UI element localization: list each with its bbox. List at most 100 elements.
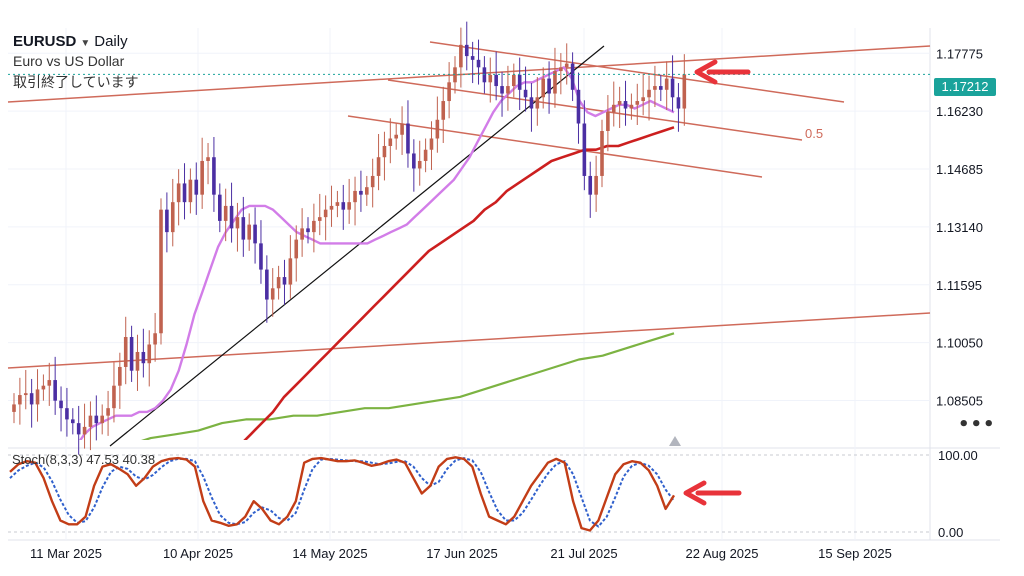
- candle-body: [611, 104, 616, 113]
- candle-body: [200, 160, 204, 195]
- candle-body: [76, 423, 81, 435]
- last-price-badge: 1.17212: [934, 78, 996, 96]
- candle-body: [359, 190, 363, 195]
- time-axis[interactable]: 11 Mar 2025 10 Apr 2025 14 May 2025 17 Jun …: [30, 546, 892, 561]
- candle-body: [417, 160, 422, 169]
- candle-body: [341, 202, 346, 210]
- price-tick-label: 1.16230: [936, 104, 983, 119]
- candle-body: [100, 415, 104, 424]
- ma-mid-line: [243, 126, 675, 440]
- candle-body: [506, 86, 510, 94]
- stoch-d-line: [9, 457, 675, 528]
- candle-body: [635, 101, 640, 105]
- candle-body: [582, 123, 587, 176]
- candle-body: [676, 97, 681, 109]
- stoch-tick-label: 0.00: [938, 525, 963, 540]
- candle-body: [512, 74, 516, 87]
- grid: [8, 28, 930, 540]
- candle-body: [112, 385, 116, 409]
- candle-body: [459, 44, 463, 68]
- candle-body: [270, 288, 275, 300]
- candle-body: [41, 385, 46, 390]
- candle-body: [294, 239, 299, 259]
- candle-body: [664, 78, 669, 90]
- time-tick-label: 17 Jun 2025: [426, 546, 498, 561]
- overlay: [8, 73, 930, 446]
- annotation-arrows: [683, 59, 751, 506]
- arrow-icon-head: [694, 59, 718, 85]
- candle-body: [23, 393, 28, 396]
- candle-body: [376, 157, 381, 176]
- candle-body: [159, 209, 163, 334]
- stochastic-legend[interactable]: Stoch(8,3,3) 47.53 40.38: [12, 452, 156, 467]
- candle-body: [259, 243, 263, 270]
- candle-body: [276, 277, 281, 289]
- symbol-title[interactable]: EURUSD ▼ Daily: [13, 33, 128, 50]
- candle-body: [247, 224, 251, 240]
- candle-body: [406, 123, 410, 154]
- candle-body: [288, 258, 293, 285]
- candle-body: [494, 74, 498, 87]
- candle-body: [188, 179, 193, 203]
- candle-body: [365, 187, 369, 195]
- candle-body: [576, 89, 581, 124]
- candle-body: [423, 149, 428, 161]
- chevron-down-icon[interactable]: ▼: [80, 38, 91, 49]
- fib-level-label: 0.5: [805, 126, 823, 141]
- candle-body: [53, 380, 57, 401]
- channel-line: [7, 312, 931, 369]
- candle-body: [194, 179, 199, 195]
- candle-body: [476, 59, 481, 68]
- price-axis[interactable]: 1.17775 1.16230 1.14685 1.13140 1.11595 1.100…: [936, 46, 983, 408]
- candle-body: [35, 389, 40, 405]
- symbol-label[interactable]: EURUSD: [13, 33, 77, 50]
- ma-slow-line: [141, 332, 675, 440]
- candle-body: [218, 194, 222, 221]
- price-tick-label: 1.13140: [936, 220, 983, 235]
- candle-body: [65, 408, 69, 420]
- time-tick-label: 14 May 2025: [292, 546, 367, 561]
- candle-body: [412, 153, 416, 169]
- candle-body: [223, 205, 228, 221]
- candle-body: [141, 351, 146, 364]
- event-marker-icon: [669, 436, 681, 446]
- candle-body: [500, 86, 504, 94]
- candle-body: [570, 63, 575, 90]
- candle-body: [347, 202, 351, 210]
- candle-body: [547, 78, 551, 94]
- price-tick-label: 1.08505: [936, 393, 983, 408]
- candle-body: [47, 380, 52, 386]
- candle-body: [647, 89, 651, 98]
- candle-body: [388, 138, 393, 146]
- channel-line: [347, 115, 763, 178]
- symbol-description: Euro vs US Dollar: [13, 53, 125, 69]
- candle-body: [235, 217, 240, 229]
- candle-body: [653, 86, 657, 90]
- candle-body: [447, 82, 451, 102]
- candle-body: [441, 101, 446, 120]
- time-tick-label: 15 Sep 2025: [818, 546, 892, 561]
- more-options-icon[interactable]: •••: [958, 414, 996, 435]
- candle-body: [147, 344, 152, 364]
- candle-body: [135, 351, 140, 371]
- candle-body: [464, 44, 469, 57]
- candle-body: [600, 131, 604, 176]
- channel-line: [387, 79, 803, 141]
- candle-body: [153, 333, 157, 345]
- candle-body: [641, 97, 645, 102]
- candle-body: [253, 224, 257, 244]
- candle-body: [123, 337, 128, 367]
- price-tick-label: 1.14685: [936, 162, 983, 177]
- candle-body: [523, 89, 528, 98]
- candle-body: [82, 426, 87, 435]
- candle-body: [106, 408, 110, 416]
- candle-body: [182, 183, 187, 203]
- interval-label[interactable]: Daily: [94, 33, 128, 50]
- candle-body: [353, 190, 357, 203]
- candle-body: [535, 97, 540, 109]
- arrow-icon-head: [683, 480, 707, 506]
- stochastic-pane: 100.00 0.00: [8, 448, 978, 540]
- drawing-tools[interactable]: [7, 41, 931, 447]
- candle-body: [88, 415, 93, 427]
